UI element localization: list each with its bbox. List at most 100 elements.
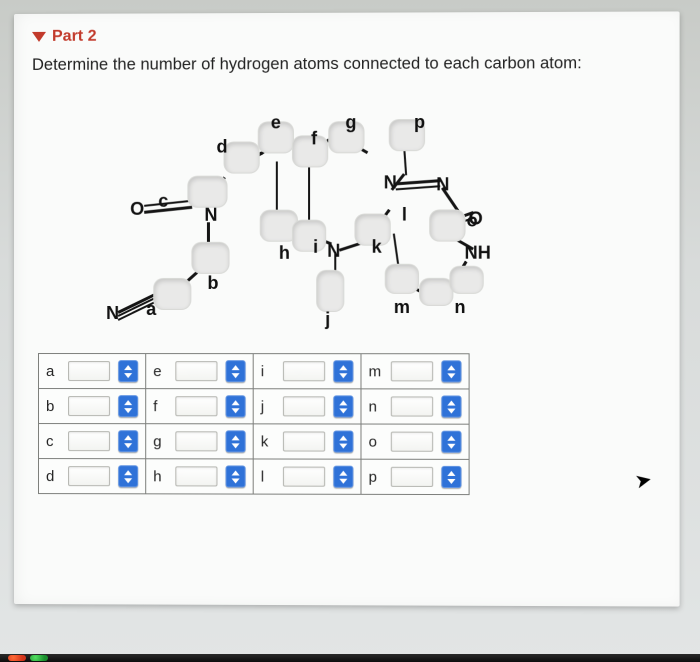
value-input[interactable]: [175, 396, 217, 416]
value-input[interactable]: [391, 467, 433, 487]
chevron-up-icon[interactable]: [447, 470, 455, 475]
chevron-down-icon[interactable]: [232, 478, 240, 483]
chevron-up-icon[interactable]: [232, 470, 240, 475]
chevron-down-icon[interactable]: [339, 408, 347, 413]
chevron-up-icon[interactable]: [124, 365, 132, 370]
stepper[interactable]: [441, 395, 461, 417]
stepper[interactable]: [118, 465, 138, 487]
carbon-blob: [450, 267, 482, 293]
value-input[interactable]: [391, 432, 433, 452]
atom-label: N: [327, 241, 340, 262]
carbon-position-label: i: [313, 237, 318, 258]
chevron-down-icon[interactable]: [339, 373, 347, 378]
stepper[interactable]: [226, 430, 246, 452]
carbon-position-label: a: [146, 299, 156, 320]
carbon-position-label: k: [372, 237, 382, 258]
chevron-down-icon[interactable]: [124, 443, 132, 448]
chevron-up-icon[interactable]: [124, 435, 132, 440]
stepper[interactable]: [118, 360, 138, 382]
value-input[interactable]: [391, 396, 433, 416]
atom-label: O: [130, 199, 144, 220]
value-input[interactable]: [283, 467, 325, 487]
stepper[interactable]: [441, 466, 461, 488]
stepper[interactable]: [333, 466, 353, 488]
carbon-blob: [386, 265, 418, 293]
chevron-down-icon[interactable]: [339, 443, 347, 448]
chevron-up-icon[interactable]: [447, 400, 455, 405]
carbon-blob: [317, 271, 343, 311]
stepper[interactable]: [441, 431, 461, 453]
value-input[interactable]: [175, 466, 217, 486]
answer-cell: l: [253, 459, 361, 494]
chevron-up-icon[interactable]: [447, 435, 455, 440]
chevron-up-icon[interactable]: [232, 400, 240, 405]
chevron-down-icon[interactable]: [232, 373, 240, 378]
answer-cell: b: [39, 389, 146, 424]
cell-label: h: [153, 468, 167, 485]
carbon-position-label: n: [454, 297, 465, 318]
cell-label: l: [261, 468, 275, 485]
chevron-up-icon[interactable]: [124, 400, 132, 405]
bond: [396, 185, 440, 190]
chevron-down-icon[interactable]: [232, 408, 240, 413]
answer-cell: c: [39, 424, 146, 459]
chevron-down-icon[interactable]: [124, 478, 132, 483]
value-input[interactable]: [283, 396, 325, 416]
value-input[interactable]: [68, 396, 110, 416]
value-input[interactable]: [175, 431, 217, 451]
carbon-blob: [192, 243, 228, 273]
value-input[interactable]: [391, 361, 433, 381]
cell-label: m: [369, 363, 383, 380]
value-input[interactable]: [283, 361, 325, 381]
stepper[interactable]: [441, 360, 461, 382]
stepper[interactable]: [118, 395, 138, 417]
taskbar-app-icon[interactable]: [8, 655, 26, 661]
chevron-down-icon[interactable]: [447, 373, 455, 378]
carbon-position-label: p: [414, 112, 425, 133]
value-input[interactable]: [68, 466, 110, 486]
stepper[interactable]: [333, 431, 353, 453]
value-input[interactable]: [68, 361, 110, 381]
chevron-down-icon[interactable]: [124, 408, 132, 413]
stepper[interactable]: [333, 395, 353, 417]
atom-label: N: [106, 303, 119, 324]
chevron-up-icon[interactable]: [447, 365, 455, 370]
chevron-down-icon[interactable]: [124, 373, 132, 378]
stepper[interactable]: [118, 430, 138, 452]
value-input[interactable]: [68, 431, 110, 451]
part-header[interactable]: Part 2: [32, 26, 661, 46]
stepper[interactable]: [333, 360, 353, 382]
answer-cell: h: [146, 459, 253, 494]
chevron-up-icon[interactable]: [232, 365, 240, 370]
chevron-up-icon[interactable]: [339, 470, 347, 475]
stepper[interactable]: [226, 465, 246, 487]
value-input[interactable]: [175, 361, 217, 381]
carbon-position-label: c: [158, 191, 168, 212]
value-input[interactable]: [283, 431, 325, 451]
chevron-down-icon[interactable]: [447, 443, 455, 448]
chevron-down-icon[interactable]: [447, 408, 455, 413]
chevron-up-icon[interactable]: [232, 435, 240, 440]
part-label: Part 2: [52, 28, 97, 46]
stepper[interactable]: [226, 395, 246, 417]
answer-cell: d: [39, 459, 146, 494]
carbon-blob: [293, 221, 325, 251]
atom-label: N: [204, 205, 217, 226]
chevron-up-icon[interactable]: [339, 365, 347, 370]
stepper[interactable]: [226, 360, 246, 382]
cell-label: e: [153, 363, 167, 380]
taskbar-app-icon[interactable]: [30, 655, 48, 661]
carbon-position-label: l: [402, 204, 407, 225]
chevron-down-icon[interactable]: [447, 478, 455, 483]
carbon-blob: [430, 210, 464, 240]
chevron-up-icon[interactable]: [339, 435, 347, 440]
atom-label: N: [436, 174, 449, 195]
chevron-up-icon[interactable]: [339, 400, 347, 405]
collapse-triangle-icon[interactable]: [32, 32, 46, 42]
answer-cell: m: [361, 354, 469, 389]
carbon-blob: [420, 279, 452, 305]
cell-label: k: [261, 433, 275, 450]
chevron-down-icon[interactable]: [339, 478, 347, 483]
chevron-up-icon[interactable]: [124, 470, 132, 475]
chevron-down-icon[interactable]: [232, 443, 240, 448]
